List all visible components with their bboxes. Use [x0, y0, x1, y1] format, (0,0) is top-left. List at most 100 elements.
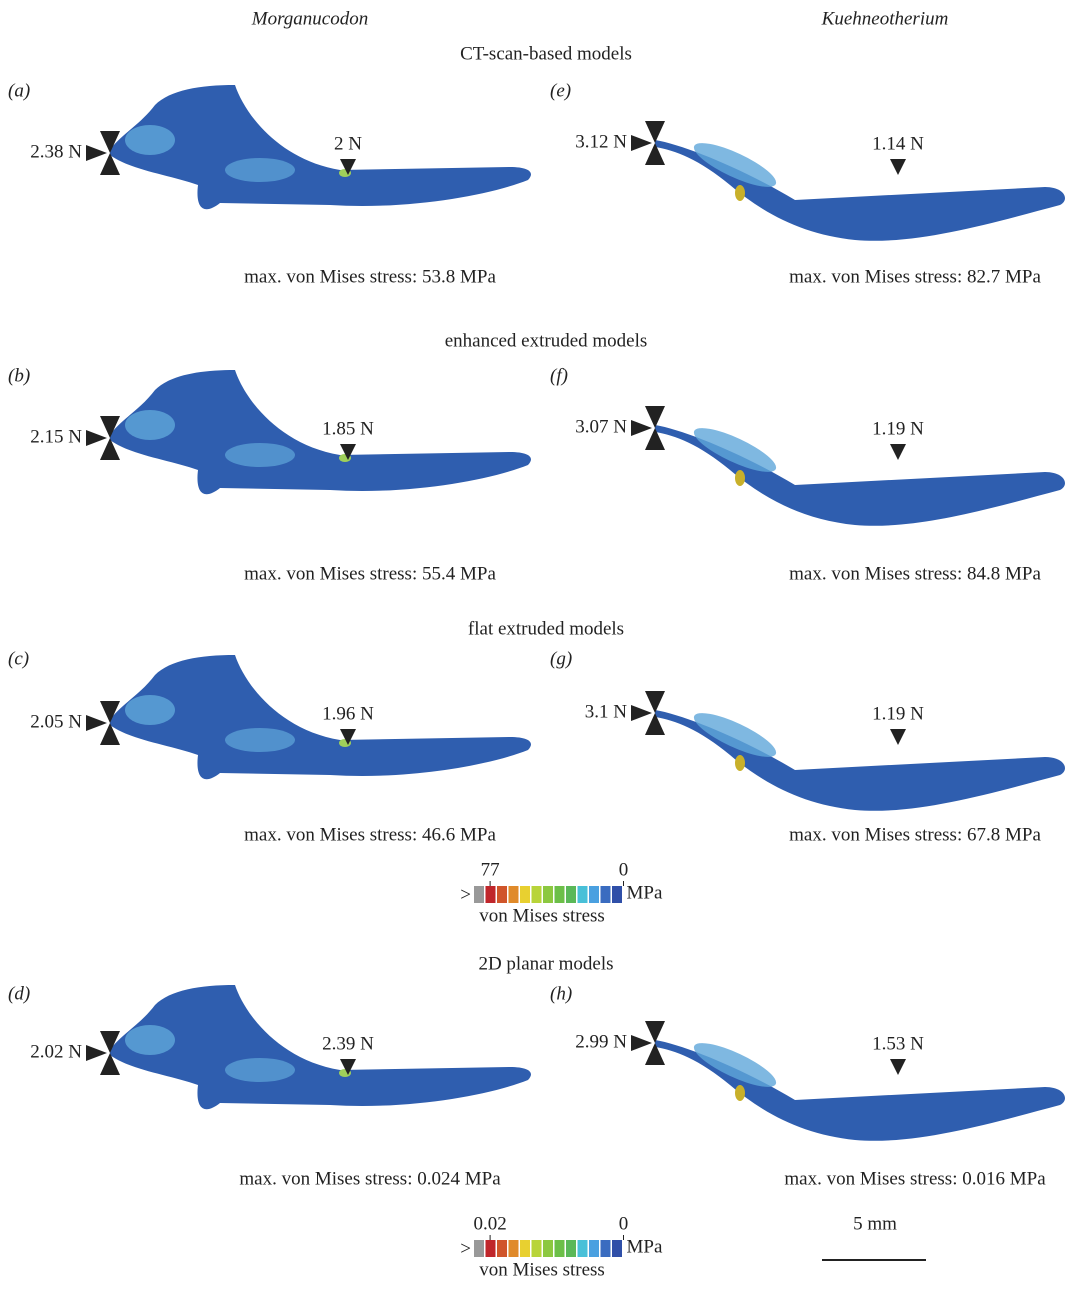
joint-arrow	[645, 1021, 665, 1065]
section-title: flat extruded models	[468, 618, 624, 639]
bite-force: 1.96 N	[322, 703, 374, 724]
bite-arrow	[890, 1059, 906, 1075]
joint-force: 2.02 N	[30, 1041, 82, 1062]
legend-swatch	[600, 1240, 611, 1257]
stress-hotspot	[735, 470, 745, 486]
joint-arrow	[645, 691, 665, 735]
stress-caption: max. von Mises stress: 84.8 MPa	[789, 563, 1041, 584]
stress-caption: max. von Mises stress: 0.024 MPa	[239, 1168, 501, 1189]
legend-swatch	[508, 1240, 519, 1257]
legend-swatch	[566, 1240, 576, 1257]
legend-swatch	[497, 1240, 507, 1257]
bite-arrow	[340, 444, 356, 460]
legend-swatch	[612, 886, 622, 903]
legend-swatch	[554, 1240, 565, 1257]
joint-force: 3.12 N	[575, 131, 627, 152]
joint-force: 2.38 N	[30, 141, 82, 162]
bite-force: 1.14 N	[872, 133, 924, 154]
panel-label: (f)	[550, 365, 568, 386]
jaw-shape	[655, 140, 1065, 241]
legend-swatch	[554, 886, 565, 903]
joint-force: 2.99 N	[575, 1031, 627, 1052]
legend-swatch	[497, 886, 507, 903]
jaw-shape	[655, 710, 1065, 811]
section-title: 2D planar models	[478, 953, 613, 974]
legend-swatch	[612, 1240, 622, 1257]
bite-force: 1.53 N	[872, 1033, 924, 1054]
joint-arrow	[86, 715, 107, 731]
jaw-shape	[110, 985, 531, 1110]
bite-arrow	[340, 729, 356, 745]
jaw-model	[110, 370, 531, 495]
legend-swatch	[508, 886, 519, 903]
legend-min: 0	[619, 1213, 629, 1234]
stress-patch	[125, 695, 175, 725]
joint-arrow	[100, 416, 120, 460]
jaw-model	[110, 985, 531, 1110]
scale-bar-label: 5 mm	[853, 1213, 897, 1234]
jaw-model	[655, 710, 1065, 811]
section-title: CT-scan-based models	[460, 43, 632, 64]
bite-force: 2.39 N	[322, 1033, 374, 1054]
panel-label: (a)	[8, 80, 30, 101]
panel-label: (e)	[550, 80, 571, 101]
legend-min: 0	[619, 859, 629, 880]
bite-arrow	[340, 1059, 356, 1075]
legend-unit: MPa	[627, 1236, 663, 1257]
legend-title: von Mises stress	[479, 905, 605, 926]
legend-prefix: >	[460, 1238, 471, 1259]
legend-swatch	[531, 1240, 542, 1257]
legend-swatch	[543, 886, 553, 903]
legend-swatch	[520, 1240, 530, 1257]
bite-arrow	[890, 729, 906, 745]
legend-swatch	[577, 886, 588, 903]
bite-force: 2 N	[334, 133, 362, 154]
legend-swatch	[600, 886, 611, 903]
stress-caption: max. von Mises stress: 55.4 MPa	[244, 563, 496, 584]
panel-label: (g)	[550, 648, 572, 669]
bite-arrow	[890, 444, 906, 460]
stress-patch	[225, 158, 295, 182]
bite-arrow	[340, 159, 356, 175]
bite-force: 1.85 N	[322, 418, 374, 439]
stress-hotspot	[735, 1085, 745, 1101]
section-title: enhanced extruded models	[445, 330, 648, 351]
legend-max: 77	[481, 859, 500, 880]
stress-patch	[125, 1025, 175, 1055]
joint-arrow	[86, 145, 107, 161]
legend-swatch	[531, 886, 542, 903]
joint-arrow	[631, 135, 652, 151]
legend-swatch	[474, 886, 484, 903]
joint-arrow	[645, 406, 665, 450]
jaw-model	[655, 140, 1065, 241]
legend-swatch	[566, 886, 576, 903]
stress-patch	[693, 143, 777, 187]
legend-max: 0.02	[473, 1213, 506, 1234]
legend-swatch	[589, 1240, 599, 1257]
stress-patch	[693, 428, 777, 472]
joint-arrow	[631, 420, 652, 436]
joint-arrow	[631, 1035, 652, 1051]
panel-label: (h)	[550, 983, 572, 1004]
joint-force: 3.1 N	[585, 701, 628, 722]
joint-arrow	[100, 701, 120, 745]
legend-swatch	[485, 886, 496, 903]
legend-unit: MPa	[627, 882, 663, 903]
joint-arrow	[86, 430, 107, 446]
jaw-shape	[655, 425, 1065, 526]
column-header: Kuehneotherium	[821, 8, 949, 29]
panel-label: (c)	[8, 648, 29, 669]
jaw-model	[110, 655, 531, 780]
joint-arrow	[645, 121, 665, 165]
joint-force: 2.15 N	[30, 426, 82, 447]
legend-swatch	[485, 1240, 496, 1257]
stress-patch	[225, 728, 295, 752]
legend-swatch	[543, 1240, 553, 1257]
legend-swatch	[520, 886, 530, 903]
bite-force: 1.19 N	[872, 418, 924, 439]
jaw-shape	[110, 85, 531, 210]
joint-arrow	[100, 1031, 120, 1075]
panel-label: (d)	[8, 983, 30, 1004]
legend-swatch	[474, 1240, 484, 1257]
